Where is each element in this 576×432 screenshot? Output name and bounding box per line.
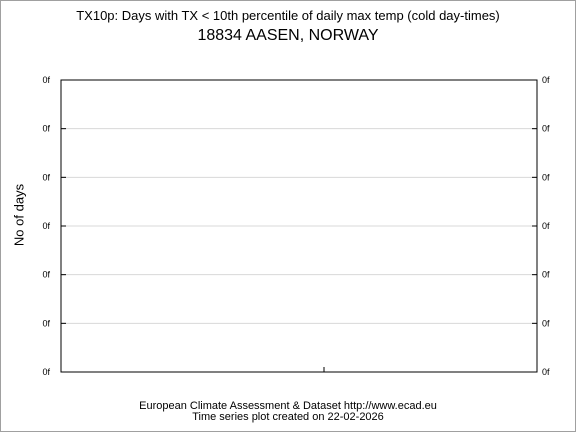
y-tick-label-right: 0f [542, 221, 550, 231]
y-tick-label-left: 0f [42, 172, 50, 182]
y-tick-label-left: 0f [42, 318, 50, 328]
y-tick-label-left: 0f [42, 367, 50, 377]
y-tick-label-right: 0f [542, 270, 550, 280]
footer-created: Time series plot created on 22-02-2026 [192, 411, 384, 423]
y-tick-label-right: 0f [542, 75, 550, 85]
y-tick-label-right: 0f [542, 318, 550, 328]
y-tick-label-left: 0f [42, 270, 50, 280]
grid-lines [61, 128, 537, 324]
y-tick-label-left: 0f [42, 75, 50, 85]
footer-source: European Climate Assessment & Dataset ht… [139, 400, 437, 412]
chart-title: TX10p: Days with TX < 10th percentile of… [76, 8, 500, 23]
chart-subtitle: 18834 AASEN, NORWAY [197, 27, 379, 44]
y-tick-label-right: 0f [542, 172, 550, 182]
y-tick-label-left: 0f [42, 124, 50, 134]
y-tick-label-right: 0f [542, 124, 550, 134]
y-axis-ticks: 0f 0f 0f 0f 0f 0f 0f 0f 0f 0f 0f 0f 0f 0f [42, 75, 550, 377]
y-tick-label-right: 0f [542, 367, 550, 377]
y-tick-label-left: 0f [42, 221, 50, 231]
